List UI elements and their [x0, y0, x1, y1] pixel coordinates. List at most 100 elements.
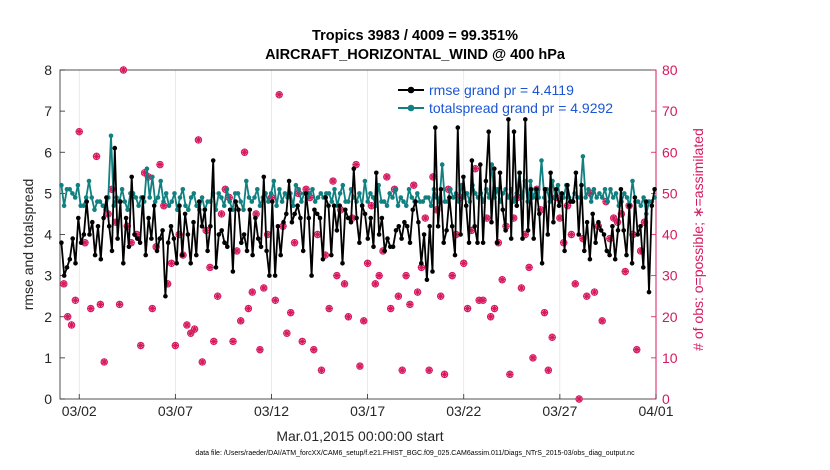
y-left-tick-label: 6	[44, 144, 52, 160]
obs-assimilated-marker	[406, 300, 414, 309]
asterisk-stroke	[418, 264, 425, 271]
spread-point	[299, 199, 304, 204]
rmse-point	[213, 265, 219, 270]
rmse-point	[402, 219, 407, 225]
spread-point	[266, 199, 271, 204]
asterisk-stroke	[518, 284, 525, 291]
asterisk-stroke	[245, 305, 252, 312]
spread-point	[624, 195, 630, 200]
rmse-point	[480, 240, 486, 245]
spread-point	[136, 203, 141, 208]
asterisk-stroke	[403, 272, 410, 279]
x-tick-label: 04/01	[638, 403, 673, 419]
rmse-point	[191, 219, 196, 225]
obs-assimilated-marker	[371, 280, 379, 288]
spread-point	[588, 199, 594, 204]
y-left-tick-label: 3	[44, 268, 52, 284]
rmse-point	[261, 174, 267, 180]
obs-assimilated-marker	[171, 341, 179, 350]
rmse-point	[483, 178, 489, 184]
rmse-point	[185, 232, 191, 237]
obs-assimilated-marker	[248, 288, 256, 296]
rmse-point	[421, 232, 427, 237]
spread-point	[238, 199, 243, 204]
rmse-point	[115, 236, 120, 241]
obs-assimilated-marker	[598, 317, 606, 325]
spread-point	[155, 195, 161, 200]
rmse-point	[230, 269, 236, 274]
rmse-point	[129, 174, 134, 180]
obs-assimilated-marker	[544, 366, 552, 374]
rmse-point	[466, 240, 472, 245]
spread-point	[133, 195, 139, 200]
rmse-point	[157, 236, 163, 241]
obs-assimilated-marker	[317, 366, 326, 374]
asterisk-stroke	[522, 231, 529, 238]
spread-point	[89, 195, 94, 200]
legend-spread-marker	[407, 104, 415, 112]
obs-assimilated-marker	[137, 341, 145, 350]
rmse-point	[489, 219, 494, 225]
asterisk-stroke	[472, 165, 479, 172]
spread-point	[163, 191, 169, 196]
obs-assimilated-marker	[548, 333, 556, 341]
asterisk-stroke	[333, 272, 340, 279]
rmse-point	[497, 170, 503, 176]
rmse-point	[582, 248, 587, 254]
spread-point	[555, 182, 561, 188]
spread-point	[191, 191, 197, 196]
rmse-point	[194, 252, 199, 258]
x-tick-label: 03/22	[446, 403, 481, 419]
rmse-point	[312, 207, 317, 213]
spread-point	[152, 199, 158, 204]
obs-assimilated-marker	[394, 292, 402, 300]
y-axis-right-label: # of obs: o=possible; ∗=assimilated	[690, 128, 706, 351]
asterisk-stroke	[241, 149, 248, 156]
rmse-point	[399, 236, 404, 241]
spread-point	[594, 195, 599, 200]
spread-point	[92, 207, 97, 213]
spread-point	[450, 195, 456, 200]
rmse-point	[101, 215, 106, 221]
spread-point	[591, 187, 597, 192]
spread-point	[641, 195, 646, 200]
y-right-tick-label: 60	[662, 144, 678, 160]
spread-point	[158, 178, 163, 184]
rmse-point	[126, 244, 132, 250]
rmse-point	[326, 203, 331, 208]
rmse-point	[587, 256, 593, 262]
rmse-point	[413, 199, 418, 204]
rmse-point	[615, 228, 621, 233]
rmse-point	[132, 232, 137, 237]
rmse-point	[331, 203, 337, 208]
rmse-point	[73, 261, 78, 266]
rmse-point	[638, 224, 643, 229]
rmse-point	[635, 232, 640, 237]
rmse-point	[441, 240, 447, 245]
obs-assimilated-marker	[96, 300, 104, 309]
rmse-point	[199, 224, 205, 229]
asterisk-stroke	[360, 317, 367, 324]
spread-point	[221, 203, 227, 208]
asterisk-stroke	[395, 293, 402, 300]
obs-assimilated-marker	[340, 280, 349, 288]
spread-point	[393, 187, 398, 192]
rmse-point	[649, 203, 655, 208]
asterisk-stroke	[483, 215, 490, 222]
asterisk-stroke	[287, 309, 294, 316]
rmse-point	[565, 182, 570, 188]
rmse-point	[627, 203, 632, 208]
legend-rmse-label: rmse grand pr = 4.4119	[429, 82, 574, 98]
asterisk-stroke	[364, 260, 371, 267]
rmse-point	[362, 211, 368, 217]
obs-assimilated-marker	[167, 259, 176, 267]
spread-point	[398, 195, 404, 200]
obs-assimilated-marker	[229, 337, 237, 346]
asterisk-stroke	[414, 289, 421, 296]
obs-assimilated-marker	[67, 321, 76, 329]
asterisk-stroke	[541, 309, 548, 316]
spread-point	[362, 178, 368, 184]
rmse-point	[461, 174, 466, 180]
asterisk-stroke	[506, 371, 513, 378]
